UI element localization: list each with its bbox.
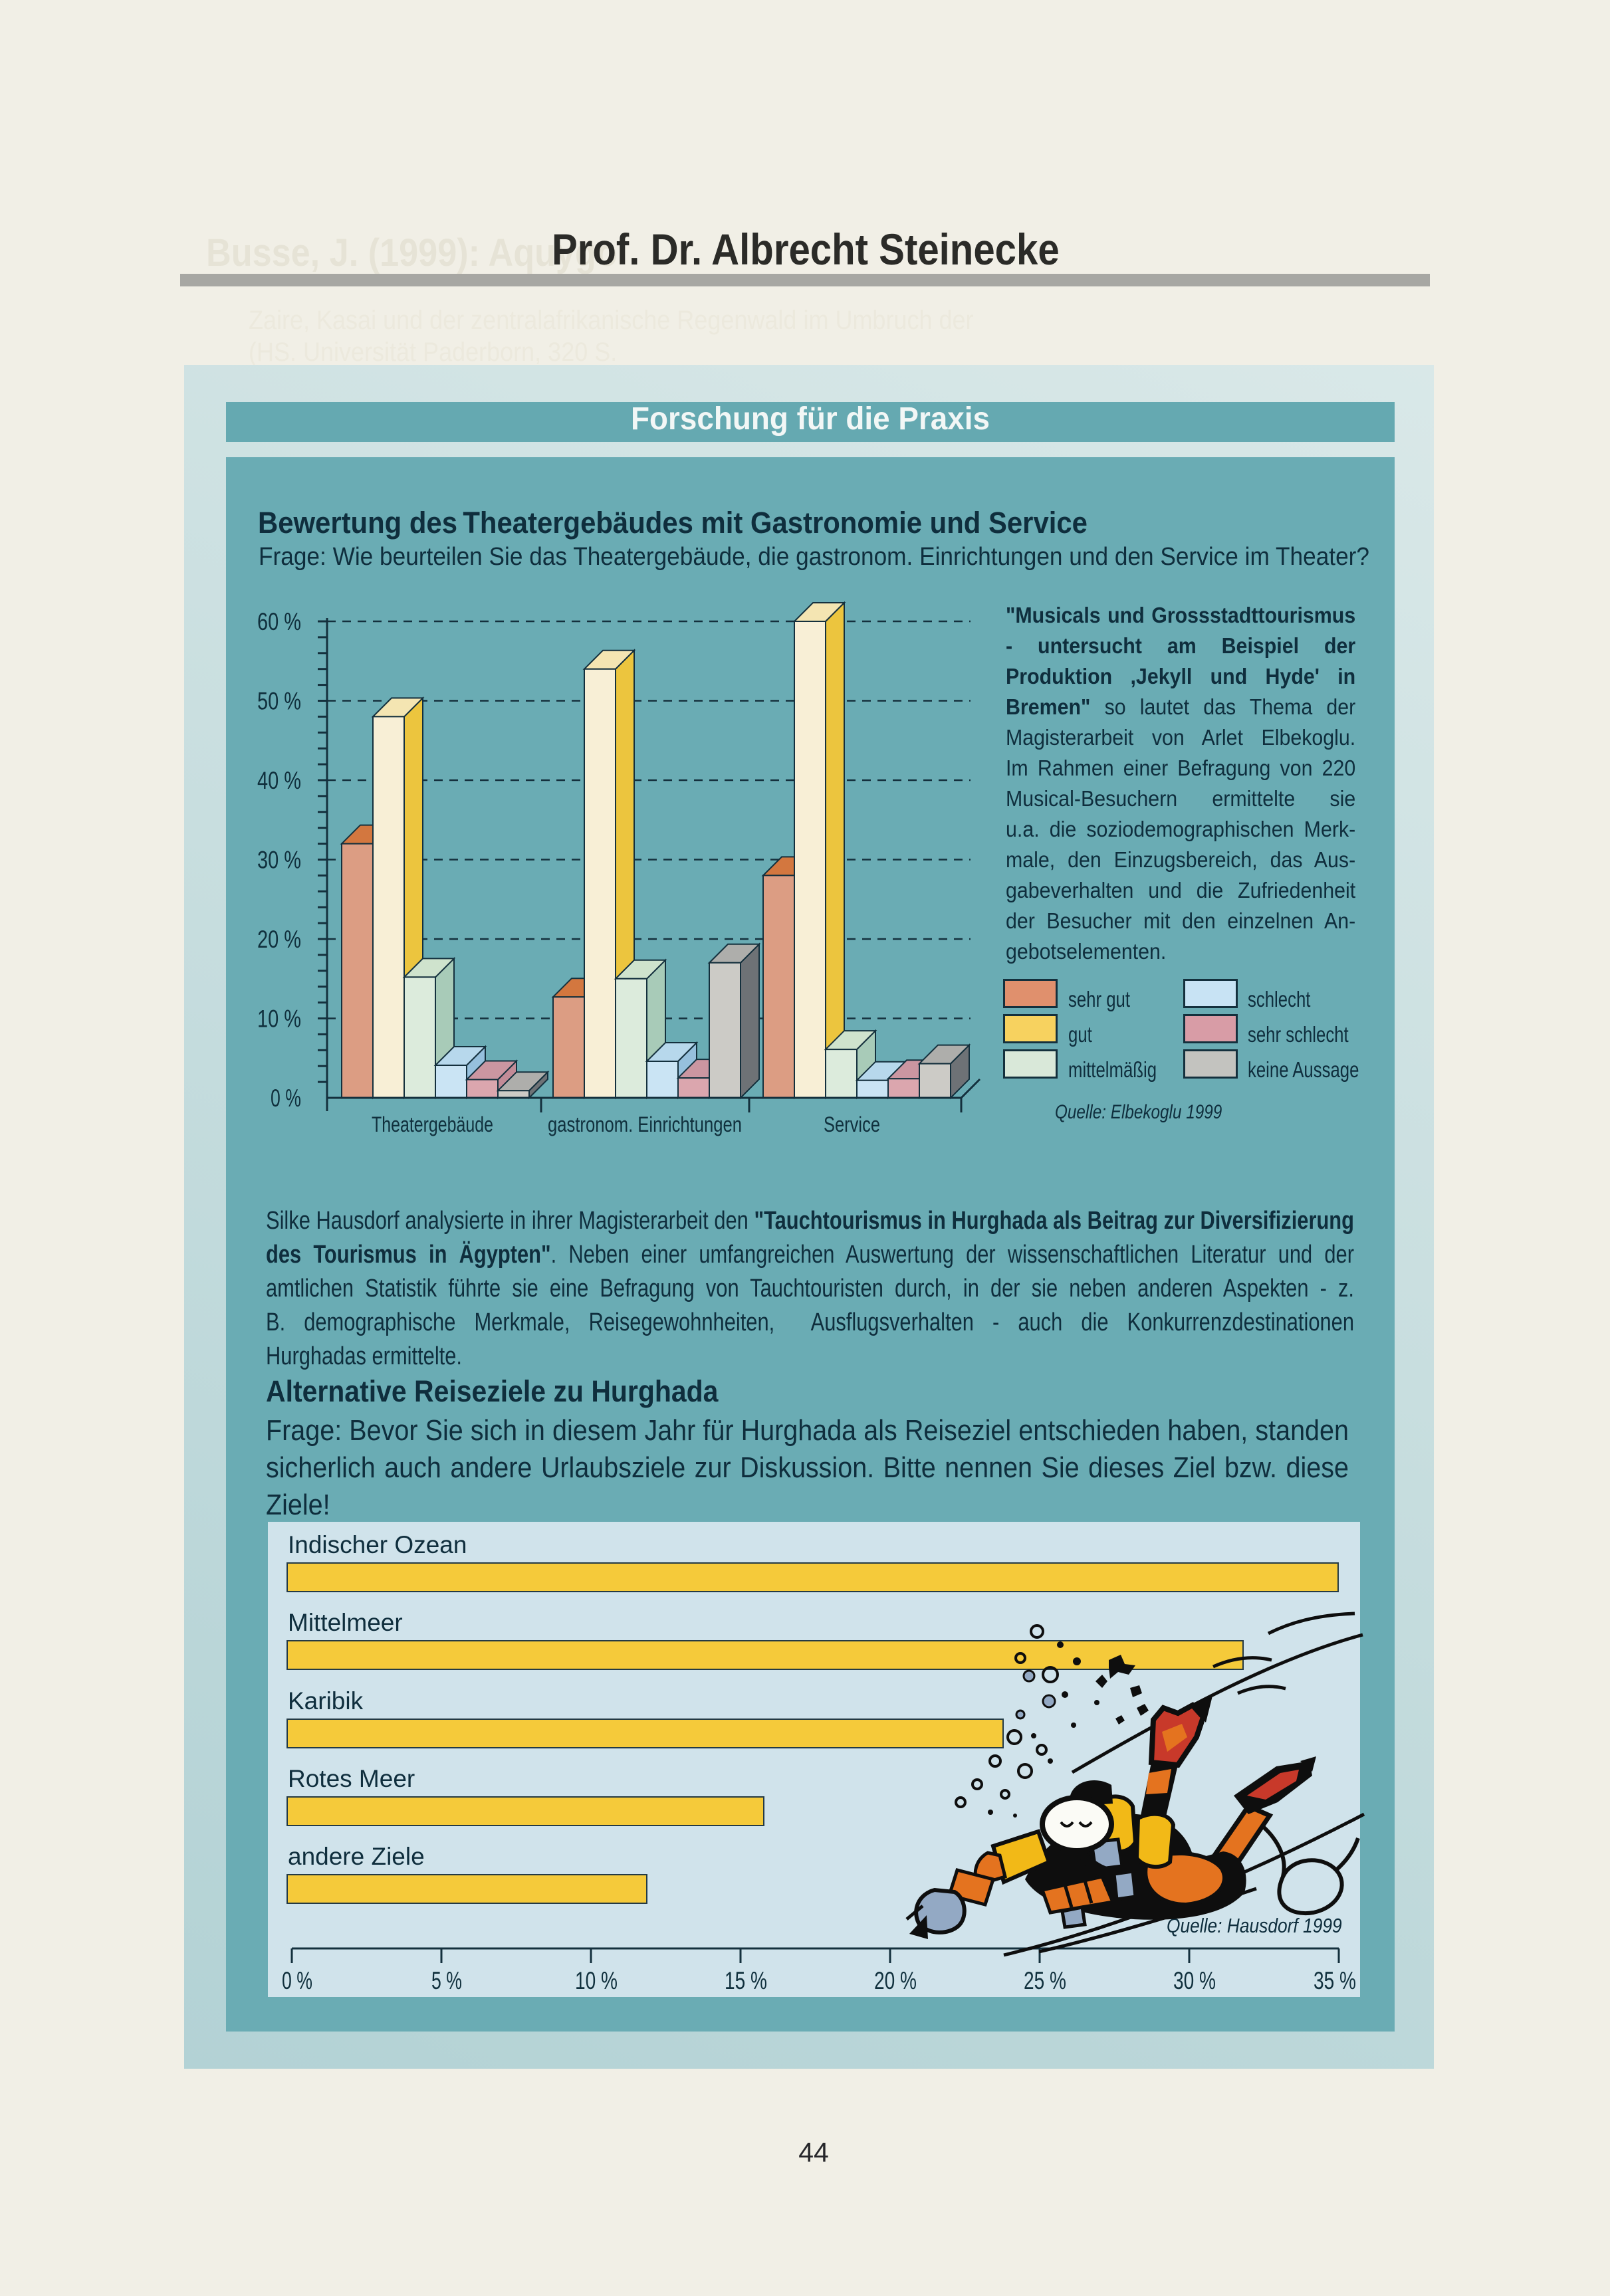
- svg-text:20 %: 20 %: [257, 926, 301, 953]
- svg-text:0 %: 0 %: [271, 1085, 301, 1112]
- svg-text:10 %: 10 %: [257, 1005, 301, 1033]
- svg-text:35 %: 35 %: [1314, 1967, 1356, 1994]
- svg-text:gastronom. Einrichtungen: gastronom. Einrichtungen: [548, 1112, 742, 1136]
- svg-text:20 %: 20 %: [874, 1967, 917, 1994]
- svg-text:10 %: 10 %: [575, 1967, 618, 1994]
- svg-text:60 %: 60 %: [257, 608, 301, 635]
- svg-text:0 %: 0 %: [282, 1967, 312, 1994]
- svg-text:30 %: 30 %: [257, 847, 301, 874]
- svg-text:Theatergebäude: Theatergebäude: [372, 1112, 493, 1136]
- svg-text:30 %: 30 %: [1173, 1967, 1216, 1994]
- svg-text:25 %: 25 %: [1024, 1967, 1066, 1994]
- svg-text:15 %: 15 %: [725, 1967, 767, 1994]
- svg-text:Service: Service: [824, 1112, 880, 1136]
- svg-text:5 %: 5 %: [431, 1967, 462, 1994]
- svg-text:40 %: 40 %: [257, 767, 301, 794]
- svg-text:50 %: 50 %: [257, 688, 301, 715]
